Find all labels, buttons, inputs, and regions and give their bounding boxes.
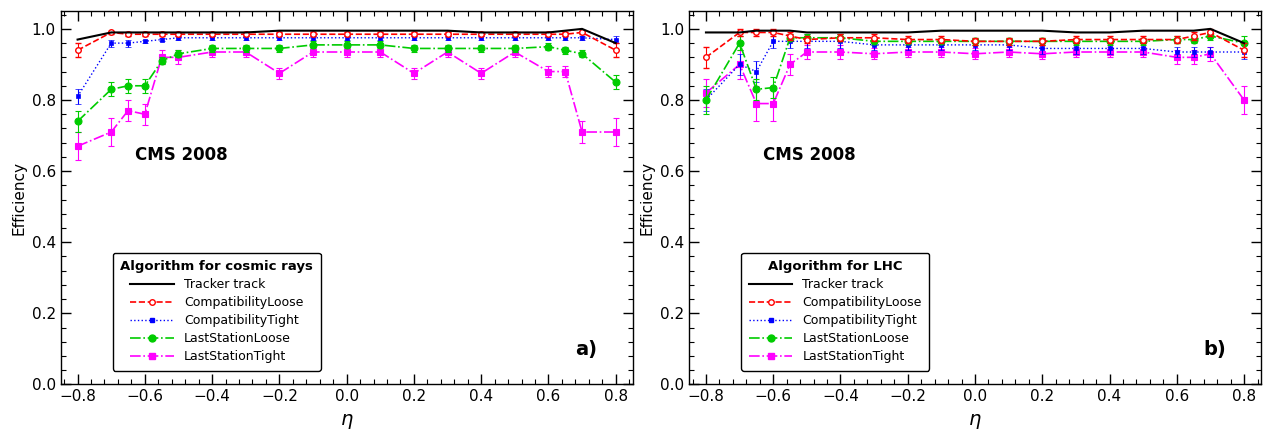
Y-axis label: Efficiency: Efficiency bbox=[11, 161, 27, 235]
X-axis label: η: η bbox=[341, 410, 352, 429]
Legend: Tracker track, CompatibilityLoose, CompatibilityTight, LastStationLoose, LastSta: Tracker track, CompatibilityLoose, Compa… bbox=[742, 253, 930, 371]
Text: b): b) bbox=[1203, 340, 1226, 359]
Text: CMS 2008: CMS 2008 bbox=[763, 147, 856, 165]
Legend: Tracker track, CompatibilityLoose, CompatibilityTight, LastStationLoose, LastSta: Tracker track, CompatibilityLoose, Compa… bbox=[113, 253, 321, 371]
Y-axis label: Efficiency: Efficiency bbox=[640, 161, 655, 235]
Text: a): a) bbox=[575, 340, 598, 359]
Text: CMS 2008: CMS 2008 bbox=[135, 147, 228, 165]
X-axis label: η: η bbox=[969, 410, 981, 429]
